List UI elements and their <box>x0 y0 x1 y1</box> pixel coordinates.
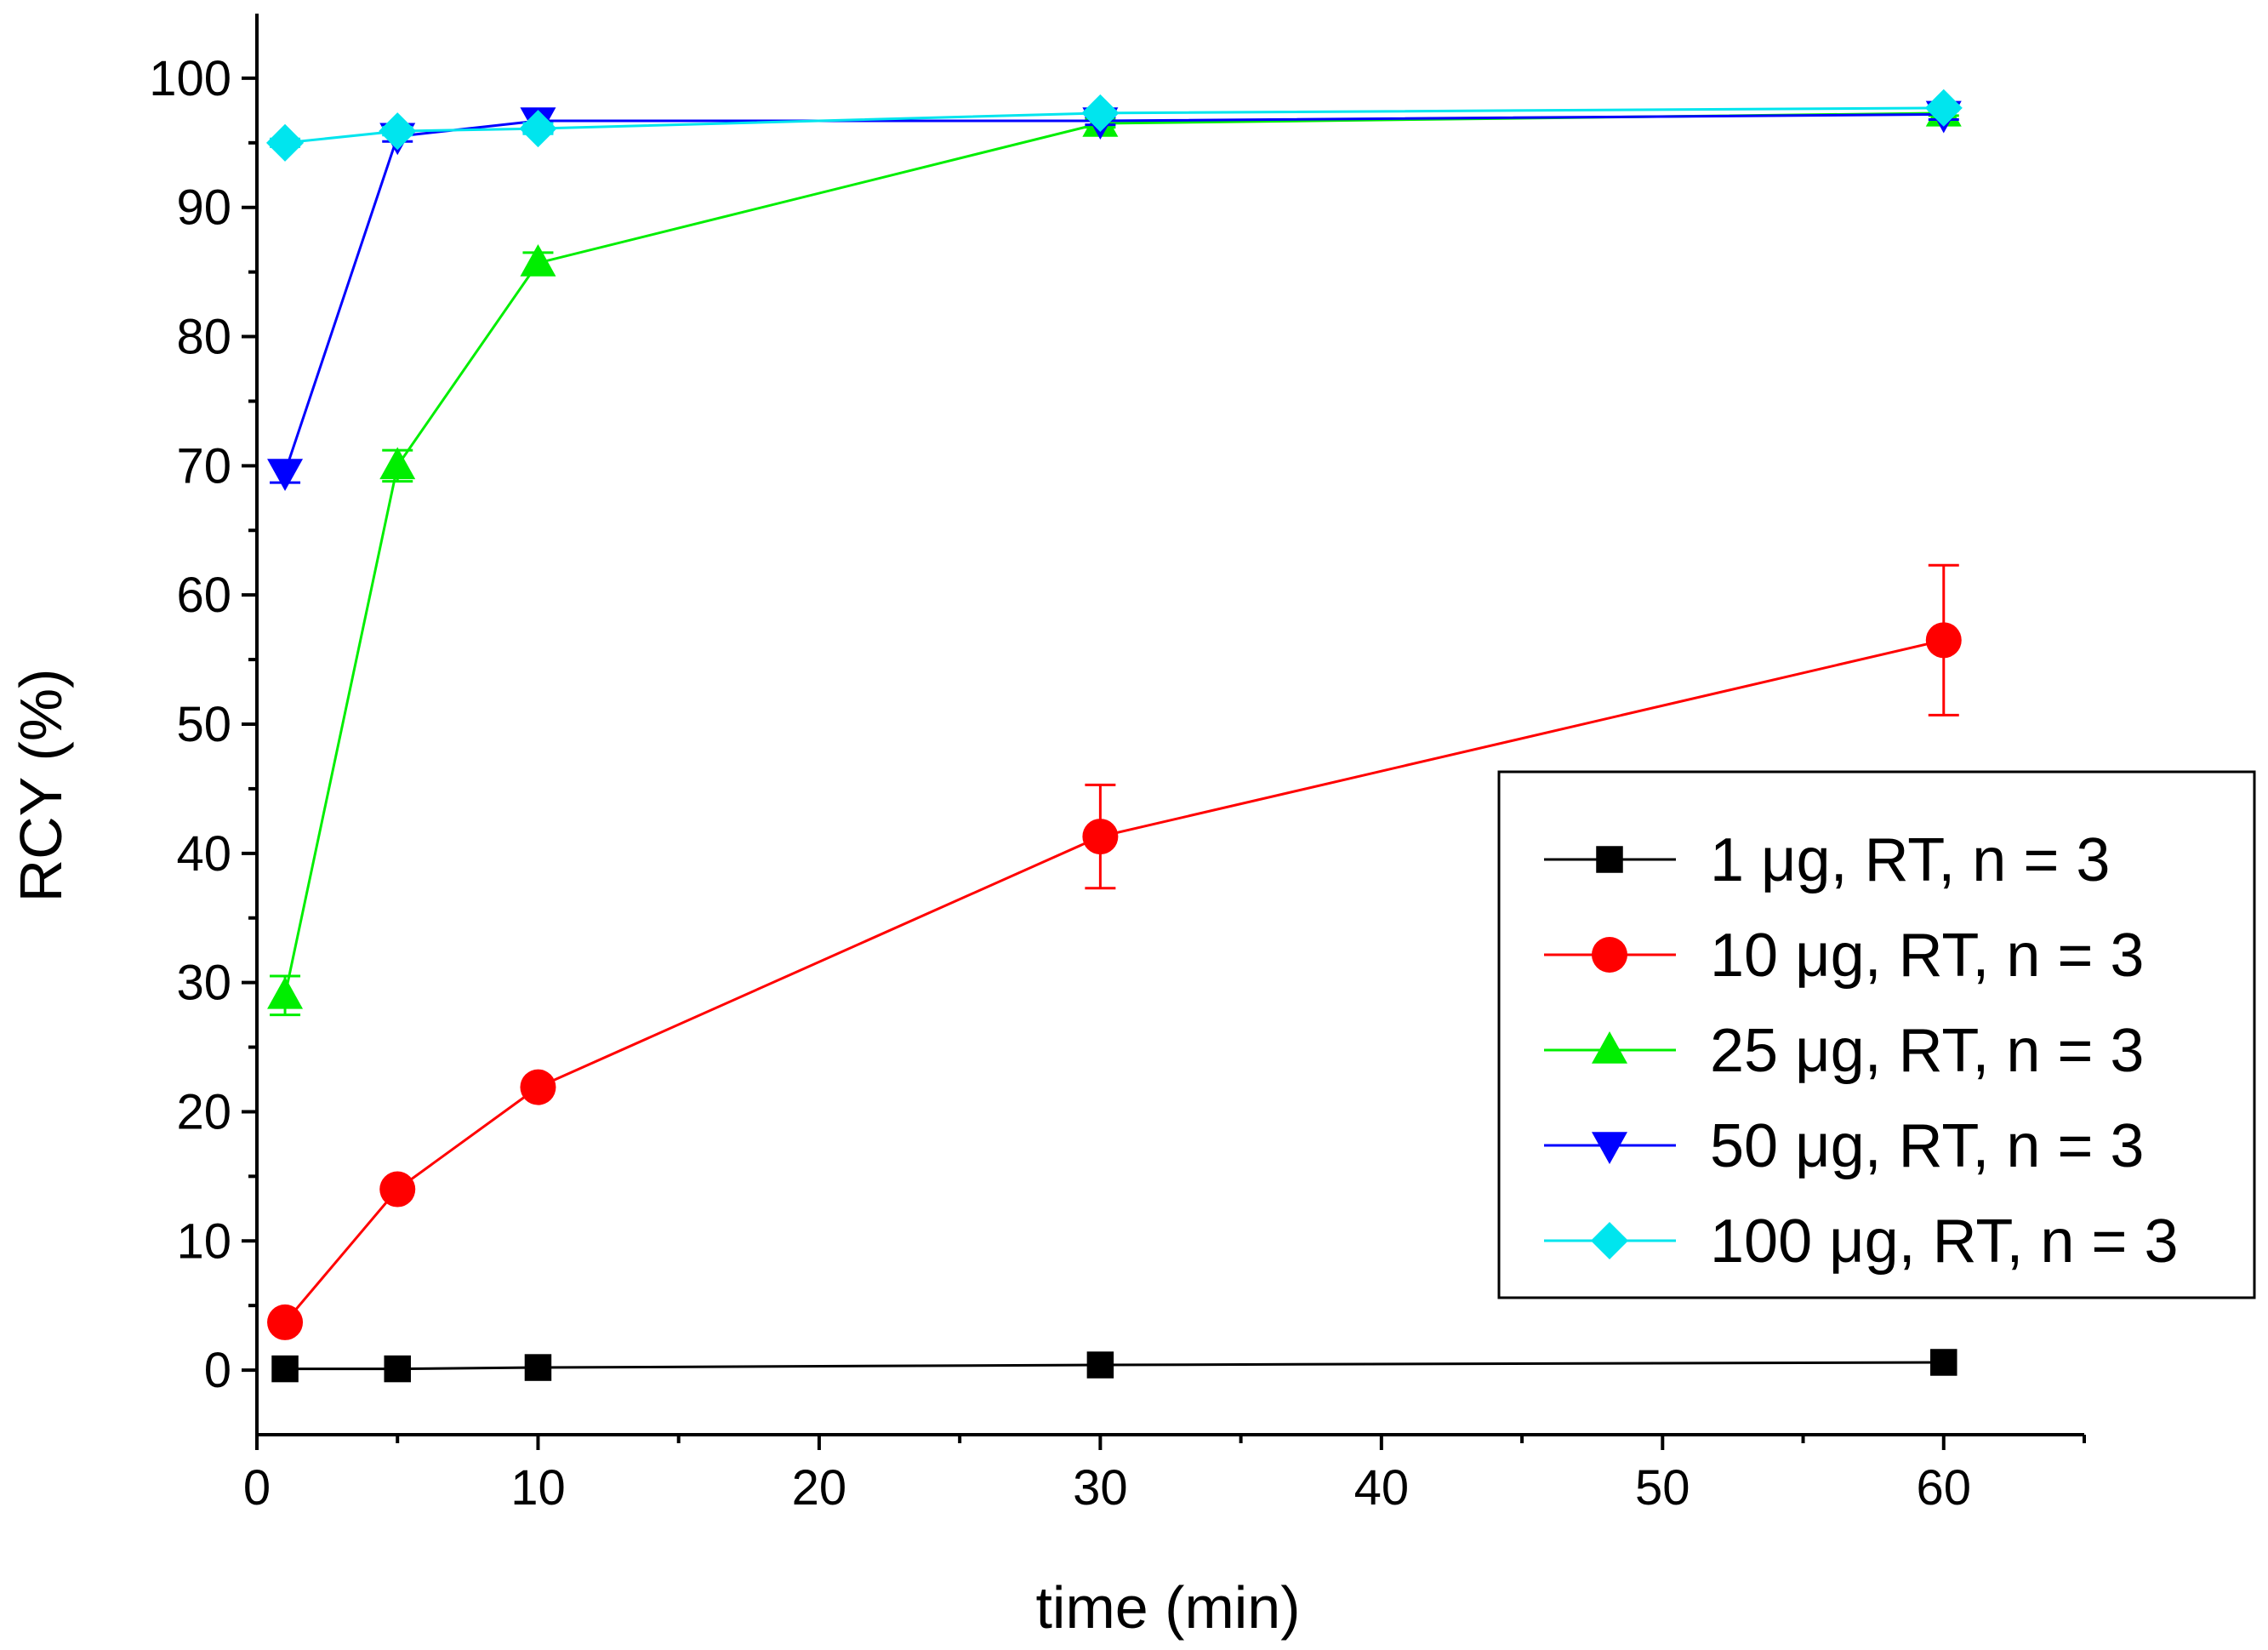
data-point <box>267 459 304 492</box>
y-tick-label: 70 <box>176 438 231 494</box>
data-point <box>1082 819 1119 855</box>
x-tick-label: 40 <box>1354 1460 1410 1516</box>
legend-item: 25 μg, RT, n = 3 <box>1544 1017 2144 1085</box>
data-point <box>520 1069 556 1105</box>
data-point <box>267 976 304 1009</box>
axes: 0 10 20 30 40 50 60 70 80 90 100 0 10 20 30 40 50 60 <box>149 14 2086 1516</box>
series-1 <box>267 563 1962 1340</box>
y-tick-label: 80 <box>176 310 231 365</box>
legend-label: 50 μg, RT, n = 3 <box>1710 1112 2144 1180</box>
data-point <box>1086 1351 1114 1379</box>
x-tick-label: 0 <box>243 1460 271 1516</box>
legend-item: 100 μg, RT, n = 3 <box>1544 1208 2179 1276</box>
data-point <box>520 243 556 277</box>
legend-item: 1 μg, RT, n = 3 <box>1544 826 2110 894</box>
legend-item: 10 μg, RT, n = 3 <box>1544 922 2144 990</box>
legend-label: 1 μg, RT, n = 3 <box>1710 826 2110 894</box>
y-tick-label: 50 <box>176 697 231 752</box>
legend-marker <box>1596 846 1623 873</box>
data-point <box>1081 94 1120 132</box>
data-point <box>265 123 305 162</box>
y-tick-label: 20 <box>176 1084 231 1139</box>
legend: 1 μg, RT, n = 3 10 μg, RT, n = 3 25 μg, RT… <box>1497 770 2256 1299</box>
series-line <box>283 112 1944 473</box>
y-tick-label: 100 <box>149 51 231 106</box>
y-tick-label: 40 <box>176 826 231 882</box>
data-point <box>384 1355 411 1383</box>
x-tick-label: 10 <box>510 1460 566 1516</box>
legend-label: 25 μg, RT, n = 3 <box>1710 1017 2144 1085</box>
x-tick-label: 60 <box>1917 1460 1972 1516</box>
data-point <box>519 110 557 148</box>
x-tick-label: 20 <box>792 1460 847 1516</box>
plot-area <box>265 88 1963 1383</box>
series-4 <box>265 88 1963 162</box>
y-tick-label: 60 <box>176 568 231 623</box>
data-point <box>1925 622 1962 659</box>
data-point <box>379 1171 416 1208</box>
legend-marker <box>1592 1132 1627 1165</box>
legend-label: 100 μg, RT, n = 3 <box>1710 1208 2179 1276</box>
data-point <box>379 112 417 151</box>
x-tick-label: 50 <box>1635 1460 1690 1516</box>
data-point <box>1924 88 1963 127</box>
x-axis-title: time (min) <box>1035 1574 1300 1641</box>
data-point <box>524 1354 552 1381</box>
y-tick-label: 30 <box>176 956 231 1011</box>
y-tick-label: 90 <box>176 180 231 236</box>
series-3 <box>267 100 1962 492</box>
x-tick-label: 30 <box>1073 1460 1128 1516</box>
legend-marker <box>1590 1221 1629 1260</box>
data-point <box>379 447 416 480</box>
y-axis-ticks: 0 10 20 30 40 50 60 70 80 90 100 <box>149 51 257 1398</box>
x-axis-ticks: 0 10 20 30 40 50 60 <box>243 1435 2086 1516</box>
data-point <box>1930 1349 1957 1376</box>
data-point <box>271 1355 299 1383</box>
legend-marker <box>1592 937 1627 973</box>
legend-item: 50 μg, RT, n = 3 <box>1544 1112 2144 1180</box>
y-tick-label: 10 <box>176 1213 231 1269</box>
legend-label: 10 μg, RT, n = 3 <box>1710 922 2144 990</box>
legend-marker <box>1592 1031 1627 1064</box>
data-point <box>267 1304 304 1340</box>
y-axis-title: RCY (%) <box>8 669 74 903</box>
y-tick-label: 0 <box>204 1343 231 1398</box>
series-0 <box>271 1349 1957 1383</box>
